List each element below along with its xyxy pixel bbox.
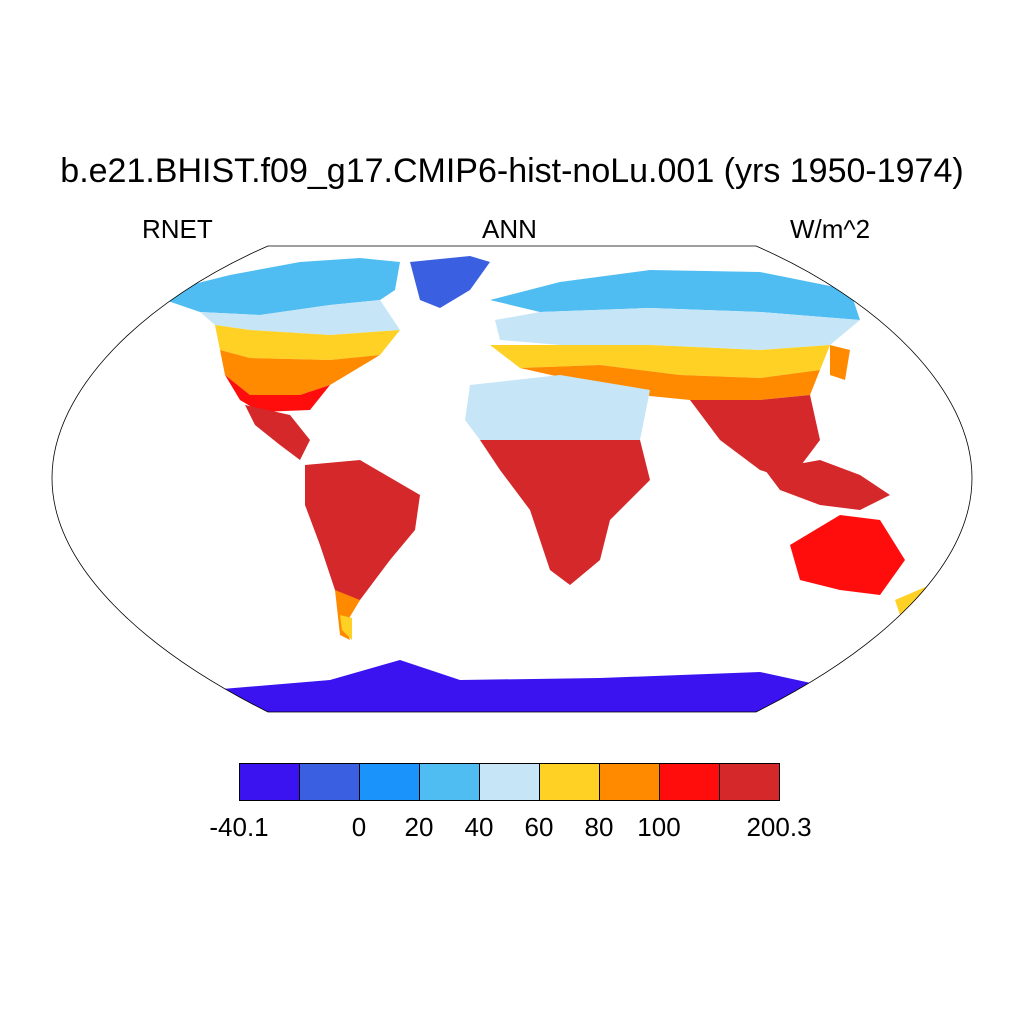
colorbar-bin bbox=[359, 763, 420, 801]
eurasia-boreal bbox=[495, 308, 860, 350]
japan bbox=[830, 345, 850, 380]
colorbar-label: 200.3 bbox=[746, 812, 812, 842]
colorbar-label: 20 bbox=[404, 812, 434, 842]
colorbar-label: 80 bbox=[584, 812, 614, 842]
eurasia-arctic bbox=[490, 270, 860, 320]
colorbar-bin bbox=[419, 763, 480, 801]
sahara bbox=[465, 375, 650, 440]
variable-label: RNET bbox=[142, 214, 213, 244]
colorbar-label: 0 bbox=[351, 812, 367, 842]
antarctica bbox=[210, 660, 820, 712]
indonesia bbox=[765, 460, 890, 510]
colorbar-bin bbox=[719, 763, 780, 801]
central-america bbox=[245, 405, 310, 460]
na-south bbox=[220, 350, 380, 395]
sa-south bbox=[335, 590, 360, 640]
india-seasia bbox=[690, 395, 820, 480]
africa bbox=[480, 440, 650, 585]
eurasia-mid bbox=[490, 345, 830, 378]
colorbar-bin bbox=[239, 763, 300, 801]
south-america bbox=[305, 460, 420, 620]
plot-title: b.e21.BHIST.f09_g17.CMIP6-hist-noLu.001 … bbox=[60, 152, 964, 190]
colorbar-bin bbox=[659, 763, 720, 801]
colorbar-label: 60 bbox=[524, 812, 554, 842]
land-fields bbox=[165, 256, 935, 712]
colorbar-label: 100 bbox=[637, 812, 681, 842]
colorbar-bin bbox=[599, 763, 660, 801]
na-boreal bbox=[200, 300, 400, 335]
australia bbox=[790, 515, 905, 595]
colorbar-label: 40 bbox=[464, 812, 494, 842]
colorbar-label: -40.1 bbox=[209, 812, 269, 842]
map-border bbox=[51, 245, 973, 713]
season-label: ANN bbox=[482, 214, 537, 244]
colorbar-bin bbox=[479, 763, 540, 801]
colorbar-bin bbox=[299, 763, 360, 801]
greenland bbox=[410, 256, 490, 308]
units-label: W/m^2 bbox=[790, 214, 871, 244]
na-gulf bbox=[225, 375, 330, 412]
eurasia-south bbox=[520, 365, 820, 400]
sa-patagonia bbox=[340, 615, 352, 640]
colorbar-bin bbox=[539, 763, 600, 801]
na-arctic bbox=[165, 258, 400, 315]
na-mid bbox=[215, 325, 400, 360]
